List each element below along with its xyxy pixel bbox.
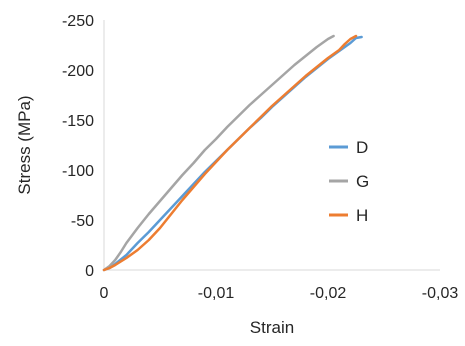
x-tick-label: -0,03	[422, 285, 459, 302]
x-tick-label: 0	[100, 285, 109, 302]
legend-label-H: H	[356, 206, 368, 225]
x-tick-label: -0,01	[198, 285, 235, 302]
series-line-H	[102, 34, 358, 272]
y-tick-label: -50	[71, 213, 94, 230]
y-tick-label: -150	[62, 113, 94, 130]
y-tick-label: -100	[62, 163, 94, 180]
y-tick-label: -250	[62, 13, 94, 30]
y-axis-ticks: 0 -50 -100 -150 -200 -250	[62, 13, 94, 280]
x-tick-label: -0,02	[310, 285, 347, 302]
x-axis-ticks: 0 -0,01 -0,02 -0,03	[100, 285, 459, 302]
y-axis-title: Stress (MPa)	[15, 95, 34, 194]
series-line-D	[102, 35, 363, 272]
y-tick-label: 0	[85, 263, 94, 280]
y-tick-label: -200	[62, 63, 94, 80]
series-line-G	[102, 34, 335, 272]
legend: DGH	[329, 138, 369, 225]
legend-label-G: G	[356, 172, 369, 191]
legend-label-D: D	[356, 138, 368, 157]
series-group	[102, 34, 363, 272]
x-axis-title: Strain	[250, 318, 294, 337]
